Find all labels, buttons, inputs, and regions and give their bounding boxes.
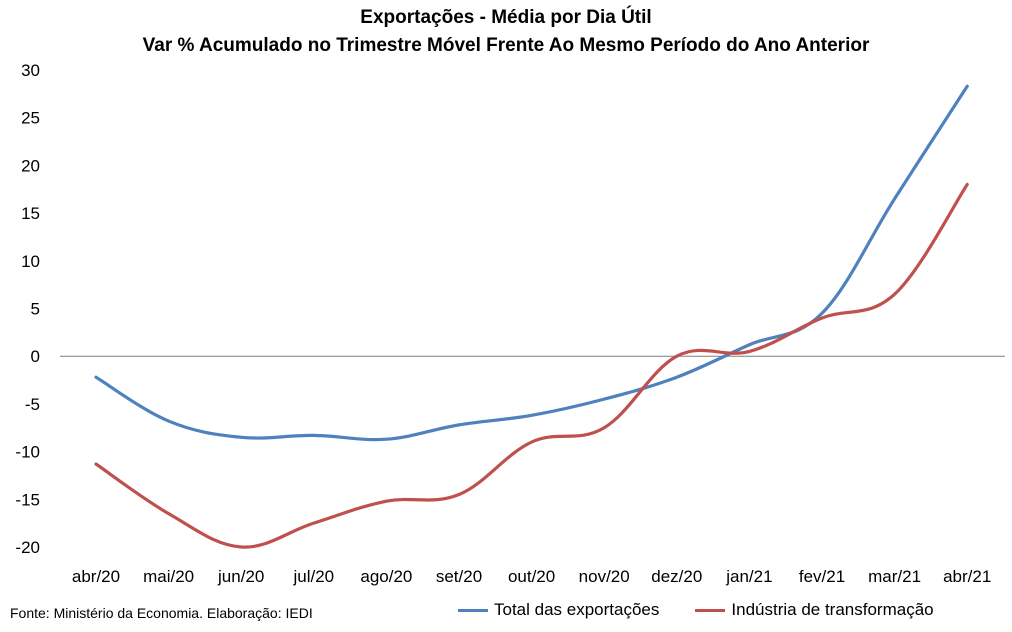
source-note: Fonte: Ministério da Economia. Elaboraçã…	[10, 605, 313, 621]
y-tick-label: 25	[21, 109, 40, 128]
x-tick-label: jan/21	[725, 567, 772, 586]
series-line-total-exportacoes	[94, 84, 969, 442]
x-tick-label: abr/20	[72, 567, 120, 586]
y-tick-label: -10	[15, 443, 40, 462]
y-axis-ticks: 30 25 20 15 10 5 0 -5 -10 -15 -20	[15, 61, 40, 557]
x-tick-label: jun/20	[217, 567, 264, 586]
legend-swatch-total	[458, 608, 488, 612]
series-lines	[94, 84, 969, 549]
legend-label-total: Total das exportações	[494, 600, 660, 619]
y-tick-label: 15	[21, 204, 40, 223]
chart-title: Exportações - Média por Dia Útil	[360, 7, 652, 28]
legend-swatch-industria	[695, 608, 726, 612]
x-axis-ticks: abr/20 mai/20 jun/20 jul/20 ago/20 set/20 out/…	[72, 567, 991, 586]
x-tick-label: ago/20	[360, 567, 412, 586]
x-tick-label: abr/21	[943, 567, 991, 586]
x-tick-label: mar/21	[868, 567, 921, 586]
y-tick-label: 30	[21, 61, 40, 80]
y-tick-label: 10	[21, 252, 40, 271]
x-tick-label: nov/20	[579, 567, 630, 586]
y-tick-label: 20	[21, 156, 40, 175]
legend-item-total: Total das exportações	[458, 600, 659, 620]
chart-legend: Total das exportações Indústria de trans…	[458, 600, 934, 620]
x-tick-label: fev/21	[799, 567, 845, 586]
x-tick-label: dez/20	[651, 567, 702, 586]
chart-title-block: Exportações - Média por Dia Útil Var % A…	[0, 4, 1012, 60]
legend-label-industria: Indústria de transformação	[731, 600, 934, 619]
x-tick-label: out/20	[508, 567, 555, 586]
y-tick-label: -5	[25, 395, 40, 414]
chart-subtitle: Var % Acumulado no Trimestre Móvel Frent…	[142, 35, 870, 56]
series-line-industria-transformacao	[94, 182, 969, 549]
y-tick-label: -20	[15, 538, 40, 557]
y-tick-label: 5	[31, 300, 40, 319]
y-tick-label: -15	[15, 490, 40, 509]
y-tick-label: 0	[31, 347, 40, 366]
legend-item-industria: Indústria de transformação	[695, 600, 934, 620]
x-tick-label: mai/20	[143, 567, 194, 586]
x-tick-label: set/20	[436, 567, 482, 586]
x-tick-label: jul/20	[292, 567, 334, 586]
